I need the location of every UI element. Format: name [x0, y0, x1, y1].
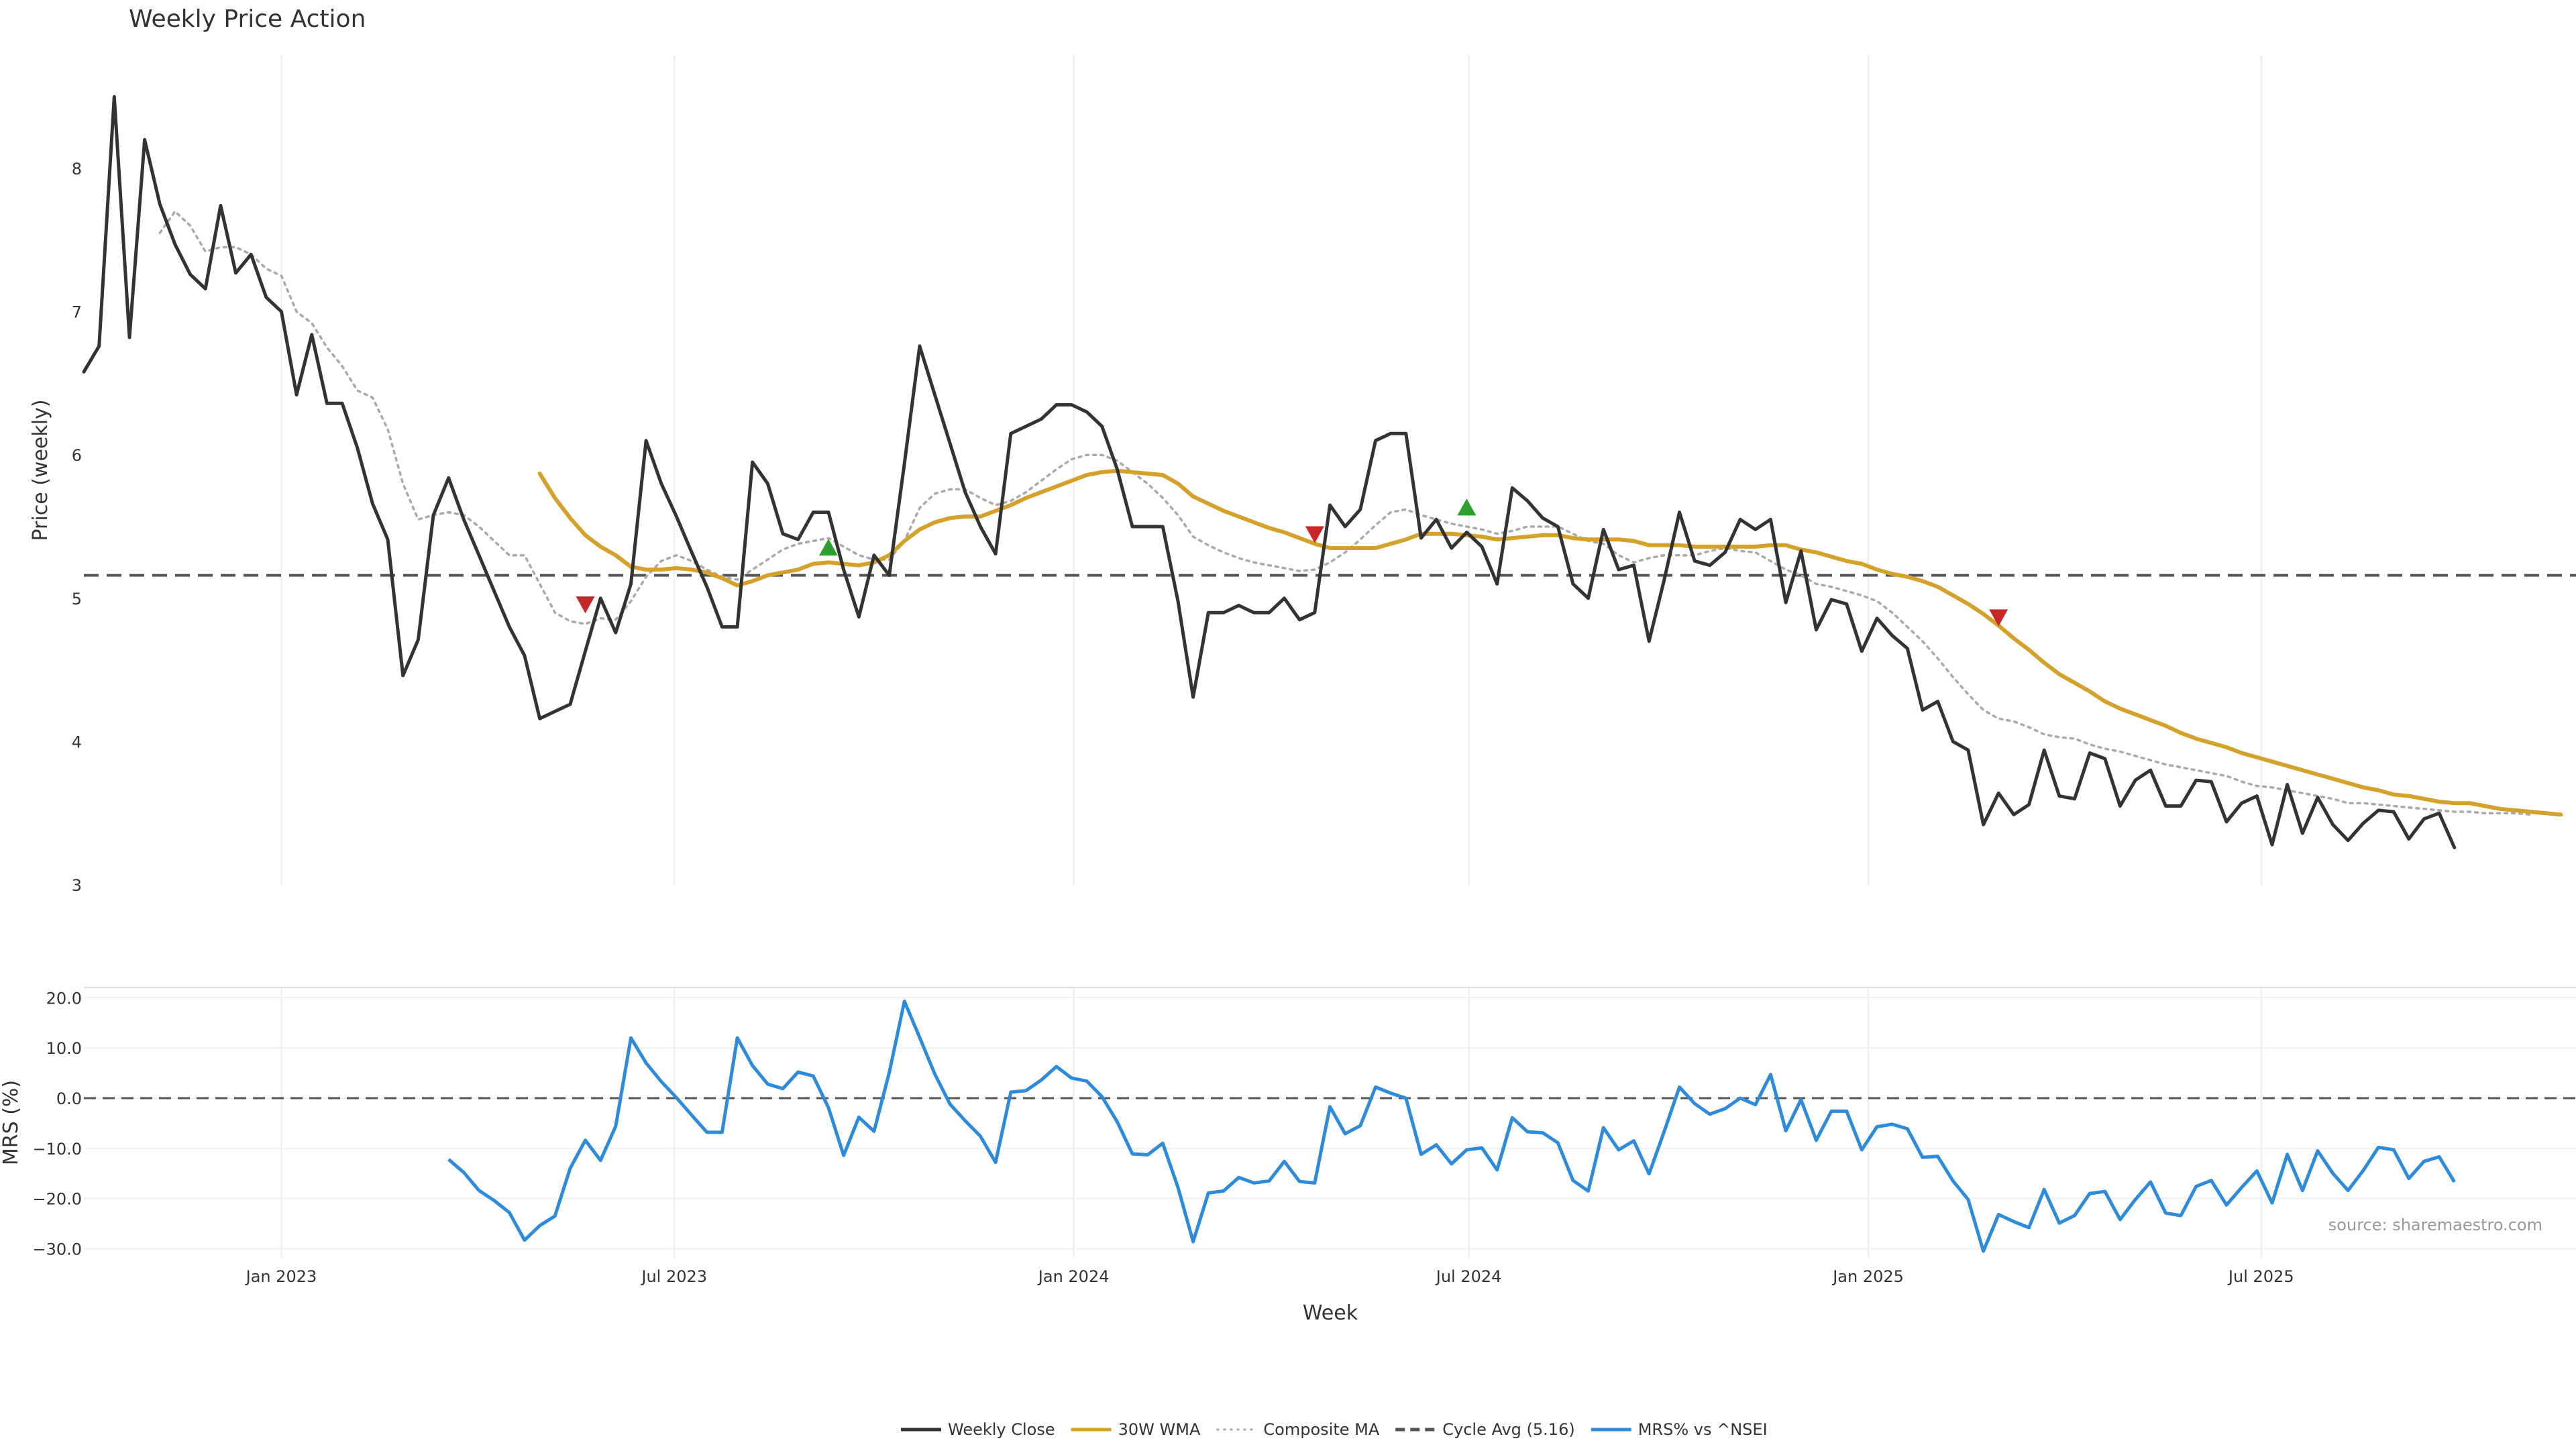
price-y-tick-label: 7	[72, 303, 82, 322]
legend-entry: Weekly Close	[901, 1420, 1055, 1439]
source-note: source: sharemaestro.com	[2328, 1216, 2542, 1234]
legend-entry: MRS% vs ^NSEI	[1591, 1420, 1768, 1439]
sell-signal-marker	[1305, 526, 1324, 543]
mrs-y-tick-label: −20.0	[32, 1190, 82, 1209]
x-tick-label: Jul 2024	[1435, 1267, 1502, 1286]
legend-label: MRS% vs ^NSEI	[1638, 1420, 1768, 1439]
x-tick-label: Jul 2023	[640, 1267, 707, 1286]
price-y-tick-label: 8	[72, 160, 82, 178]
mrs-y-tick-label: −30.0	[32, 1240, 82, 1258]
price-y-tick-label: 4	[72, 733, 82, 751]
price-y-tick-label: 6	[72, 446, 82, 465]
weekly-close-line	[82, 95, 2457, 849]
mrs-y-tick-label: 10.0	[46, 1039, 82, 1058]
legend-entry: 30W WMA	[1071, 1420, 1201, 1439]
price-y-tick-label: 5	[72, 590, 82, 608]
x-tick-label: Jan 2024	[1037, 1267, 1110, 1286]
buy-signal-marker	[1457, 498, 1477, 516]
sell-signal-marker	[576, 596, 595, 614]
mrs-y-axis-label: MRS (%)	[0, 1080, 23, 1165]
x-tick-label: Jul 2025	[2227, 1267, 2294, 1286]
buy-signal-marker	[818, 539, 838, 556]
legend-label: Cycle Avg (5.16)	[1442, 1420, 1574, 1439]
legend-entry: Composite MA	[1216, 1420, 1380, 1439]
mrs-panel: Jan 2023 Jul 2023 Jan 2024 Jul 2024 Jan 2025…	[0, 987, 2576, 1286]
legend: Weekly Close 30W WMA Composite MA Cycle Avg…	[901, 1420, 1768, 1439]
mrs-line	[447, 1000, 2456, 1253]
composite-ma-line	[158, 210, 2532, 816]
price-y-tick-label: 3	[72, 876, 82, 895]
mrs-y-tick-label: −10.0	[32, 1140, 82, 1159]
chart-title: Weekly Price Action	[129, 5, 366, 33]
x-tick-label: Jan 2025	[1831, 1267, 1904, 1286]
legend-label: 30W WMA	[1118, 1420, 1201, 1439]
mrs-y-tick-label: 0.0	[56, 1089, 82, 1108]
legend-label: Weekly Close	[948, 1420, 1055, 1439]
legend-label: Composite MA	[1263, 1420, 1379, 1439]
sell-signal-marker	[1989, 609, 2008, 627]
price-panel: 3 4 5 6 7 8 Price (weekly)	[29, 55, 2576, 895]
x-axis-label: Week	[1303, 1301, 1358, 1325]
mrs-y-tick-label: 20.0	[46, 989, 82, 1008]
x-tick-label: Jan 2023	[245, 1267, 317, 1286]
price-y-axis-label: Price (weekly)	[29, 399, 52, 541]
legend-entry: Cycle Avg (5.16)	[1395, 1420, 1575, 1439]
